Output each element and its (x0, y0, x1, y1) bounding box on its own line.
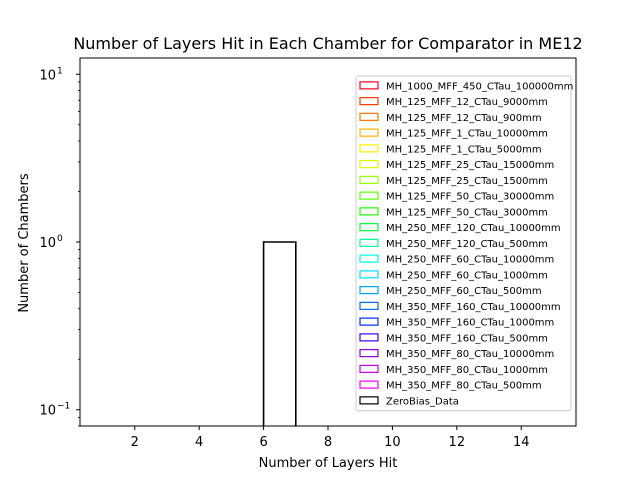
legend-label: MH_350_MFF_80_CTau_10000mm (386, 349, 554, 360)
legend-label: MH_125_MFF_50_CTau_30000mm (386, 192, 554, 203)
x-tick-label: 6 (259, 435, 267, 450)
legend-label: MH_1000_MFF_450_CTau_100000mm (386, 81, 573, 92)
legend-label: MH_125_MFF_25_CTau_1500mm (386, 176, 548, 187)
legend-swatch (359, 144, 379, 153)
histogram-bar (262, 241, 297, 426)
legend-swatch (359, 207, 379, 216)
legend-label: MH_350_MFF_160_CTau_10000mm (386, 302, 561, 313)
histogram-bars (262, 241, 297, 426)
legend-label: MH_125_MFF_1_CTau_10000mm (386, 129, 548, 140)
x-tick-label: 4 (195, 435, 203, 450)
legend-label: MH_250_MFF_120_CTau_10000mm (386, 223, 561, 234)
legend-label: ZeroBias_Data (386, 396, 459, 407)
x-tick-label: 8 (324, 435, 332, 450)
legend-label: MH_250_MFF_60_CTau_1000mm (386, 270, 548, 281)
legend-label: MH_125_MFF_12_CTau_9000mm (386, 97, 548, 108)
legend-swatch (359, 97, 379, 106)
legend-swatch (359, 160, 379, 169)
legend-swatch (359, 317, 379, 326)
legend-label: MH_350_MFF_80_CTau_1000mm (386, 365, 548, 376)
legend-label: MH_350_MFF_160_CTau_500mm (386, 333, 548, 344)
x-tick-label: 2 (131, 435, 139, 450)
legend-frame (355, 75, 572, 412)
legend-label: MH_250_MFF_120_CTau_500mm (386, 239, 548, 250)
x-tick-label: 12 (449, 435, 466, 450)
legend-label: MH_125_MFF_25_CTau_15000mm (386, 160, 554, 171)
legend-swatch (359, 191, 379, 200)
legend-swatch (359, 81, 379, 90)
legend-swatch (359, 349, 379, 358)
legend-label: MH_125_MFF_1_CTau_5000mm (386, 144, 542, 155)
legend-label: MH_250_MFF_60_CTau_10000mm (386, 255, 554, 266)
legend-label: MH_125_MFF_50_CTau_3000mm (386, 207, 548, 218)
legend-swatch (359, 301, 379, 310)
y-tick-label: 10 (39, 68, 56, 83)
legend-swatch (359, 396, 379, 405)
y-tick-exponent: −1 (57, 402, 70, 412)
legend-swatch (359, 175, 379, 184)
y-tick-exponent: 0 (57, 234, 63, 244)
chart-title: Number of Layers Hit in Each Chamber for… (73, 34, 582, 53)
legend-swatch (359, 238, 379, 247)
x-axis-label: Number of Layers Hit (259, 456, 398, 471)
legend-label: MH_350_MFF_160_CTau_1000mm (386, 318, 554, 329)
y-tick-exponent: 1 (57, 66, 63, 76)
legend-swatch (359, 128, 379, 137)
y-tick-label: 10 (39, 404, 56, 419)
legend-swatch (359, 380, 379, 389)
legend-swatch (359, 333, 379, 342)
legend-label: MH_350_MFF_80_CTau_500mm (386, 381, 542, 392)
legend-swatch (359, 270, 379, 279)
legend-swatch (359, 223, 379, 232)
legend-swatch (359, 364, 379, 373)
x-tick-label: 14 (513, 435, 530, 450)
legend-label: MH_250_MFF_60_CTau_500mm (386, 286, 542, 297)
x-tick-label: 10 (384, 435, 401, 450)
legend-label: MH_125_MFF_12_CTau_900mm (386, 113, 542, 124)
y-tick-label: 10 (39, 236, 56, 251)
legend-swatch (359, 254, 379, 263)
legend: MH_1000_MFF_450_CTau_100000mm MH_125_MFF_… (355, 75, 573, 412)
y-axis-label: Number of Chambers (17, 173, 32, 313)
x-axis-ticks: 2 4 6 8 10 12 14 (131, 426, 530, 450)
legend-swatch (359, 286, 379, 295)
legend-swatch (359, 112, 379, 121)
